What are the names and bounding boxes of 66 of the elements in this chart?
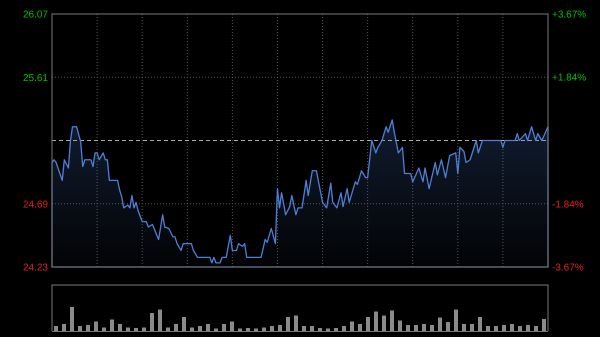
bar: [438, 318, 442, 331]
bar: [110, 319, 114, 331]
bar: [166, 327, 170, 331]
bar: [198, 326, 202, 331]
bar: [494, 326, 498, 331]
bar: [318, 328, 322, 331]
y-tick-label: 24.69: [22, 199, 48, 210]
bar: [342, 326, 346, 331]
bar: [174, 324, 178, 331]
bar: [246, 328, 250, 331]
bar: [430, 325, 434, 331]
bar: [102, 327, 106, 331]
bar: [486, 326, 490, 331]
bar: [470, 324, 474, 331]
bar: [278, 325, 282, 331]
bar: [190, 327, 194, 331]
bar: [310, 326, 314, 331]
bar: [350, 321, 354, 331]
bar: [390, 310, 394, 331]
bar: [54, 326, 58, 331]
y2-tick-label: +3.67%: [552, 10, 586, 20]
bar: [382, 315, 386, 331]
y2-tick-label: -3.67%: [552, 262, 584, 274]
bar: [70, 307, 74, 331]
y-tick-label: 26.07: [22, 10, 48, 20]
bar: [158, 310, 162, 331]
bar: [222, 324, 226, 331]
bar: [94, 321, 98, 331]
bar: [462, 324, 466, 331]
bar: [422, 324, 426, 331]
y-tick-label: 24.23: [22, 262, 48, 274]
bar: [62, 324, 66, 331]
bar: [446, 322, 450, 331]
bar: [526, 325, 530, 331]
bar: [294, 315, 298, 331]
bar: [262, 327, 266, 331]
bar: [86, 325, 90, 331]
bar: [398, 320, 402, 331]
bar: [518, 326, 522, 331]
bar: [182, 317, 186, 331]
bar: [414, 325, 418, 331]
bar: [142, 327, 146, 331]
bar: [302, 326, 306, 331]
bar: [502, 325, 506, 331]
bar: [126, 327, 130, 331]
y-tick-label: 25.61: [22, 72, 48, 84]
bar: [542, 318, 546, 331]
bar: [78, 326, 82, 331]
bar: [334, 328, 338, 331]
y2-tick-label: +1.84%: [552, 72, 586, 84]
bar: [150, 312, 154, 331]
bar: [358, 324, 362, 331]
bar: [230, 321, 234, 331]
bar: [406, 325, 410, 331]
bar: [286, 317, 290, 331]
bar: [454, 310, 458, 331]
bar: [510, 324, 514, 331]
bar: [534, 326, 538, 331]
bar: [374, 311, 378, 331]
bar: [478, 317, 482, 331]
bar: [366, 317, 370, 331]
y2-tick-label: -1.84%: [552, 199, 584, 210]
bar: [118, 324, 122, 331]
bar: [206, 324, 210, 331]
bar: [270, 326, 274, 331]
bar: [134, 328, 138, 331]
